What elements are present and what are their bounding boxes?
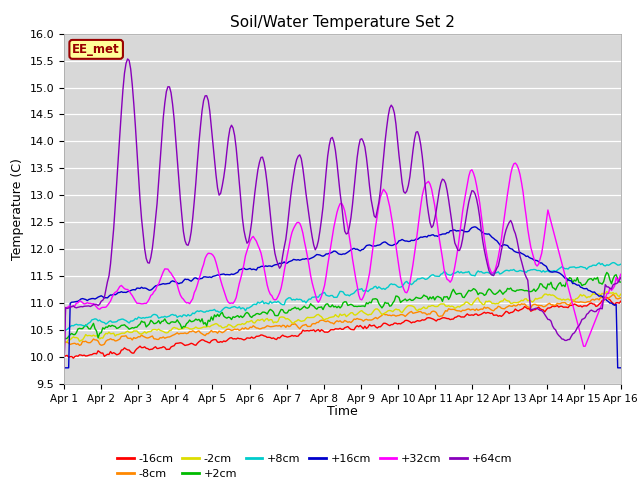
Line: -8cm: -8cm <box>64 294 621 345</box>
+32cm <box>511 160 519 166</box>
+64cm <box>246 230 254 236</box>
-8cm <box>76 342 83 348</box>
Y-axis label: Temperature (C): Temperature (C) <box>11 158 24 260</box>
+8cm <box>129 318 136 324</box>
Line: +2cm: +2cm <box>64 273 621 339</box>
-2cm <box>617 291 625 297</box>
-16cm <box>246 336 254 341</box>
+2cm <box>603 270 611 276</box>
-8cm <box>60 339 68 345</box>
+64cm <box>305 213 313 219</box>
+2cm <box>588 276 595 282</box>
+8cm <box>60 328 68 334</box>
+64cm <box>228 122 236 128</box>
+8cm <box>609 260 617 265</box>
+32cm <box>129 293 136 299</box>
-2cm <box>130 328 138 334</box>
-16cm <box>255 333 263 339</box>
+16cm <box>303 256 311 262</box>
-8cm <box>609 291 617 297</box>
-8cm <box>228 328 236 334</box>
+2cm <box>246 313 254 319</box>
+32cm <box>588 328 595 334</box>
+2cm <box>60 334 68 340</box>
-16cm <box>617 298 625 304</box>
-16cm <box>305 328 313 334</box>
+32cm <box>303 254 311 260</box>
+64cm <box>60 365 68 371</box>
+2cm <box>305 304 313 310</box>
+64cm <box>588 307 595 313</box>
-16cm <box>60 354 68 360</box>
Legend: -16cm, -8cm, -2cm, +2cm, +8cm, +16cm, +32cm, +64cm: -16cm, -8cm, -2cm, +2cm, +8cm, +16cm, +3… <box>113 449 516 480</box>
+64cm <box>617 275 625 280</box>
-8cm <box>246 324 254 330</box>
Line: -16cm: -16cm <box>64 298 621 358</box>
+8cm <box>586 264 594 269</box>
+2cm <box>255 312 263 317</box>
-2cm <box>255 318 263 324</box>
Line: +32cm: +32cm <box>64 163 621 368</box>
+16cm <box>226 272 234 277</box>
+32cm <box>244 243 252 249</box>
-16cm <box>228 335 236 341</box>
+16cm <box>129 287 136 293</box>
Line: +64cm: +64cm <box>64 59 621 368</box>
+16cm <box>617 365 625 371</box>
-2cm <box>305 315 313 321</box>
+16cm <box>254 264 262 270</box>
+2cm <box>228 317 236 323</box>
-16cm <box>603 295 611 300</box>
+8cm <box>254 299 262 305</box>
+64cm <box>130 101 138 107</box>
+16cm <box>588 288 595 294</box>
+8cm <box>244 305 252 311</box>
-16cm <box>588 300 595 306</box>
+2cm <box>130 325 138 331</box>
+32cm <box>617 271 625 277</box>
-2cm <box>60 337 68 343</box>
Line: -2cm: -2cm <box>64 291 621 342</box>
Text: EE_met: EE_met <box>72 43 120 56</box>
-2cm <box>61 339 69 345</box>
-8cm <box>305 324 313 329</box>
Line: +16cm: +16cm <box>64 227 621 368</box>
Title: Soil/Water Temperature Set 2: Soil/Water Temperature Set 2 <box>230 15 455 30</box>
+32cm <box>254 242 262 248</box>
-2cm <box>588 293 595 299</box>
-2cm <box>603 288 611 294</box>
-16cm <box>70 355 77 361</box>
+64cm <box>255 160 263 166</box>
+2cm <box>61 336 69 342</box>
-8cm <box>588 297 595 303</box>
-2cm <box>228 323 236 329</box>
+32cm <box>226 300 234 306</box>
-16cm <box>130 350 138 356</box>
+64cm <box>124 56 131 62</box>
+8cm <box>303 298 311 304</box>
-8cm <box>255 326 263 332</box>
+16cm <box>244 266 252 272</box>
-8cm <box>130 335 138 340</box>
X-axis label: Time: Time <box>327 405 358 418</box>
+2cm <box>617 279 625 285</box>
+16cm <box>60 365 68 371</box>
-2cm <box>246 318 254 324</box>
+8cm <box>226 305 234 311</box>
+8cm <box>617 261 625 267</box>
+16cm <box>471 224 479 230</box>
-8cm <box>617 295 625 300</box>
Line: +8cm: +8cm <box>64 263 621 331</box>
+32cm <box>60 365 68 371</box>
